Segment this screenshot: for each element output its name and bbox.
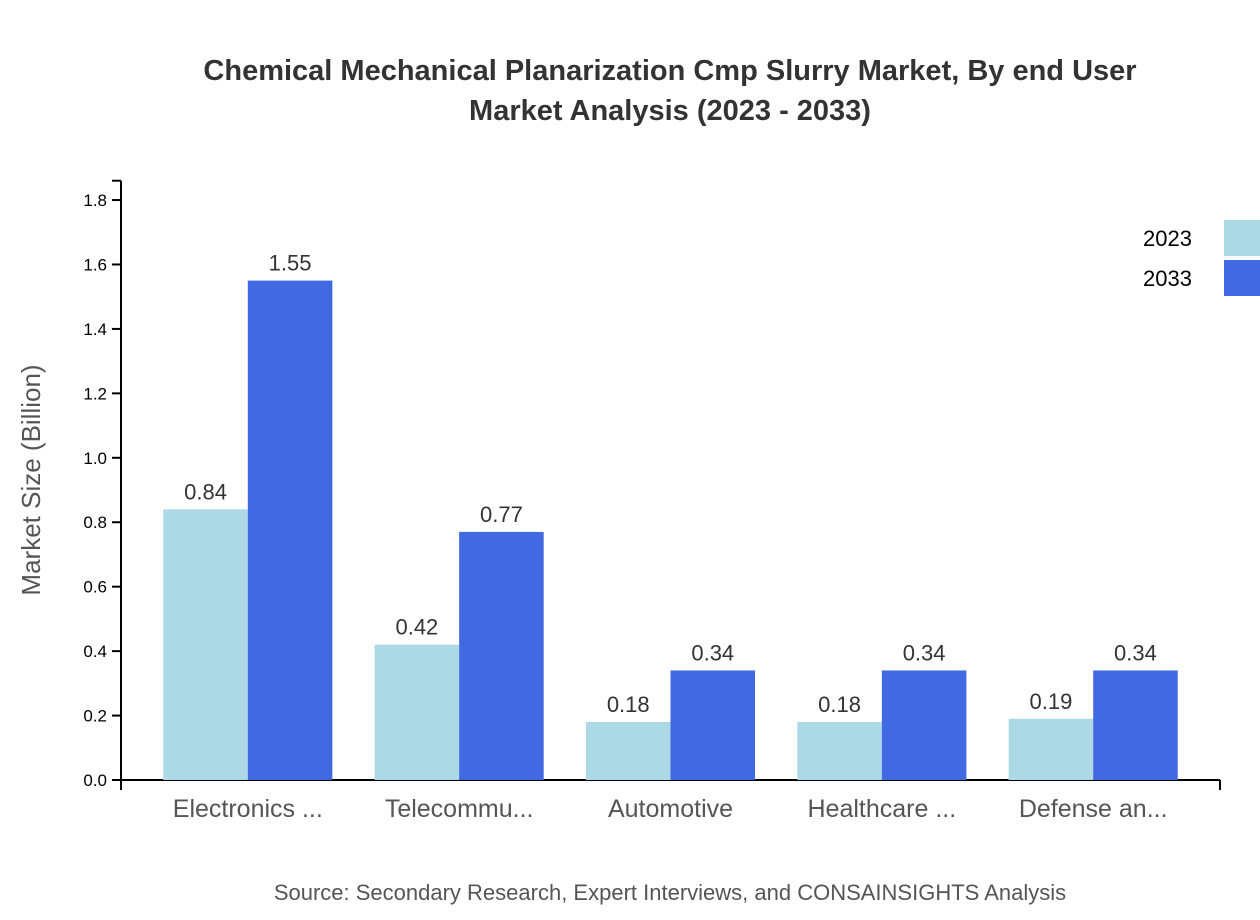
chart-title-line-2: Market Analysis (2023 - 2033): [469, 95, 871, 127]
bar-2023-2: [585, 722, 671, 780]
x-tick-label: Defense an...: [1019, 795, 1168, 823]
y-tick-label: 1.0: [83, 449, 107, 468]
y-tick-label: 1.8: [83, 191, 107, 210]
y-tick-label: 1.4: [83, 320, 107, 339]
x-tick-label: Automotive: [608, 795, 733, 823]
data-label: 0.19: [1030, 689, 1073, 714]
legend-swatch-2033: [1224, 260, 1260, 296]
y-axis-label: Market Size (Billion): [16, 364, 46, 595]
data-label: 0.42: [395, 615, 438, 640]
data-label: 0.18: [607, 692, 650, 717]
legend-swatch-2023: [1224, 220, 1260, 256]
data-label: 0.34: [691, 640, 734, 665]
y-tick-label: 1.2: [83, 384, 107, 403]
data-label: 0.77: [480, 502, 523, 527]
bar-2023-4: [1008, 718, 1094, 780]
data-label: 1.55: [269, 251, 312, 276]
y-axis: 0.0 0.2 0.4 0.6 0.8 1.0 1.2 1.4 1.6 1.8: [83, 179, 122, 790]
bar-2023-3: [797, 722, 882, 780]
y-tick-label: 1.6: [83, 255, 107, 274]
legend: 2023 2033: [1143, 220, 1260, 296]
source-note: Source: Secondary Research, Expert Inter…: [274, 880, 1066, 905]
y-tick-label: 0.6: [83, 578, 107, 597]
chart-title-line-1: Chemical Mechanical Planarization Cmp Sl…: [203, 55, 1136, 87]
x-axis: Electronics ... Telecommu... Automotive Hea…: [120, 779, 1221, 823]
data-label: 0.34: [903, 640, 946, 665]
bar-2033-4: [1093, 670, 1178, 780]
legend-label: 2023: [1143, 226, 1192, 251]
bar-2023-1: [374, 644, 460, 780]
data-label: 0.18: [818, 692, 861, 717]
x-tick-label: Healthcare ...: [808, 795, 957, 823]
y-tick-label: 0.4: [83, 642, 107, 661]
data-label: 0.84: [184, 479, 227, 504]
x-tick-label: Telecommu...: [385, 795, 534, 823]
bar-2033-2: [670, 670, 756, 780]
y-tick-label: 0.2: [83, 707, 107, 726]
bar-2033-3: [881, 670, 967, 780]
legend-label: 2033: [1143, 266, 1192, 291]
y-tick-label: 0.0: [83, 771, 107, 790]
y-tick-label: 0.8: [83, 513, 107, 532]
data-label: 0.34: [1114, 640, 1157, 665]
bar-2033-1: [459, 531, 544, 780]
x-tick-label: Electronics ...: [173, 795, 323, 823]
bar-2023-0: [163, 509, 248, 780]
bar-2033-0: [247, 280, 333, 780]
bars: 0.84 1.55 0.42 0.77 0.18 0.34 0.18 0.34 0.19 0.34: [163, 251, 1178, 780]
